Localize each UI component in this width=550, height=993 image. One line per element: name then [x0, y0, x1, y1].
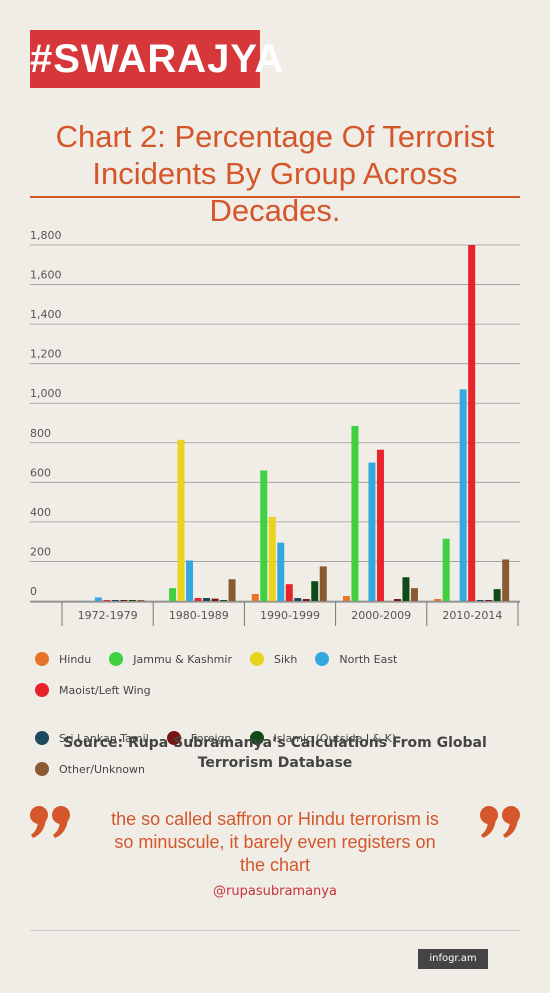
legend-item[interactable]: Other/Unknown — [35, 762, 145, 776]
legend-marker — [166, 731, 181, 745]
y-tick-label: 200 — [30, 545, 51, 558]
source: Source: Rupa Subramanya’s Calculations F… — [63, 735, 487, 771]
legend-marker — [249, 652, 264, 666]
bar — [368, 462, 376, 601]
legend-marker — [35, 652, 49, 666]
bar — [103, 600, 111, 601]
bar — [493, 589, 501, 601]
legend: Hindu Jammu & Kashmir Sikh North East Maoist… — [35, 652, 535, 776]
bar — [502, 559, 510, 601]
legend-item[interactable]: Maoist/Left Wing — [35, 683, 151, 697]
legend-marker — [249, 731, 264, 745]
legend-marker — [109, 652, 124, 666]
bar — [128, 600, 136, 601]
legend-item[interactable]: Sikh — [249, 652, 298, 666]
legend-item[interactable]: Foreign — [166, 731, 232, 745]
bar — [311, 581, 319, 601]
bar — [459, 389, 467, 601]
bar — [376, 449, 384, 601]
bar — [434, 599, 442, 601]
bar — [285, 584, 293, 601]
x-tick-label: 1990-1999 — [260, 609, 320, 622]
legend-label: Hindu — [59, 652, 92, 666]
quote: the so called saffron or Hindu terrorism… — [111, 809, 439, 875]
bar — [294, 598, 302, 601]
bar — [468, 245, 476, 601]
legend-label: Islamic (Outside J & K) — [273, 731, 397, 745]
legend-item[interactable]: Sri Lankan Tamil — [35, 731, 149, 745]
legend-label: Other/Unknown — [59, 762, 146, 776]
x-tick-label: 1980-1989 — [169, 609, 229, 622]
legend-marker — [35, 762, 49, 776]
bar — [169, 588, 177, 601]
bar — [342, 596, 350, 601]
y-tick-label: 800 — [30, 427, 51, 440]
legend-label: Foreign — [190, 731, 232, 745]
quote-marks — [30, 806, 520, 838]
y-tick-label: 1,400 — [30, 308, 62, 321]
bar — [302, 599, 310, 601]
bar — [220, 600, 228, 601]
legend-marker — [315, 652, 330, 666]
bar — [111, 600, 119, 601]
legend-label: Sri Lankan Tamil — [59, 731, 149, 745]
bar — [228, 579, 236, 601]
bar — [203, 598, 211, 601]
bar — [177, 439, 185, 601]
chart: 0 200 400 600 800 1,000 1,200 1,400 1,600 1,800 19… — [30, 229, 520, 626]
x-tick-label: 1972-1979 — [78, 609, 138, 622]
bar — [186, 560, 194, 601]
bar — [251, 594, 259, 601]
bar — [137, 600, 145, 601]
x-tick-label: 2000-2009 — [351, 609, 411, 622]
legend-label: Sikh — [273, 652, 298, 666]
quote-author: @rupasubramanya — [213, 884, 337, 899]
legend-marker — [35, 683, 49, 697]
logo: #SWARAJYA — [30, 30, 283, 88]
legend-label: Maoist/Left Wing — [59, 683, 151, 697]
y-tick-label: 600 — [30, 466, 51, 479]
bar — [351, 425, 359, 601]
bar — [485, 600, 493, 601]
bar — [393, 599, 401, 601]
legend-item[interactable]: Hindu — [35, 652, 91, 666]
legend-label: Jammu & Kashmir — [133, 652, 232, 666]
footer-badge[interactable]: infogr.am — [418, 949, 488, 969]
bar — [476, 600, 484, 601]
y-tick-label: 1,600 — [30, 269, 62, 282]
legend-item[interactable]: Jammu & Kashmir — [109, 652, 232, 666]
legend-marker — [35, 731, 49, 745]
x-tick-label: 2010-2014 — [442, 609, 502, 622]
chart-title: Chart 2: Percentage Of Terrorist Inciden… — [55, 119, 495, 228]
bar — [194, 598, 202, 601]
bar — [319, 566, 327, 601]
bar — [402, 577, 410, 601]
bar — [410, 588, 418, 601]
bar — [268, 516, 276, 601]
bar — [277, 542, 285, 601]
y-tick-label: 400 — [30, 506, 51, 519]
divider — [30, 930, 520, 931]
divider — [30, 196, 520, 198]
y-tick-label: 1,200 — [30, 348, 62, 361]
legend-item[interactable]: Islamic (Outside J & K) — [249, 731, 397, 745]
bar — [260, 470, 268, 601]
bar — [94, 597, 102, 601]
y-tick-label: 1,000 — [30, 387, 62, 400]
legend-item[interactable]: North East — [315, 652, 397, 666]
bar — [211, 598, 219, 601]
y-tick-label: 0 — [30, 585, 37, 598]
legend-label: North East — [339, 652, 398, 666]
bar — [120, 600, 128, 601]
bar — [442, 538, 450, 601]
y-tick-label: 1,800 — [30, 229, 62, 242]
